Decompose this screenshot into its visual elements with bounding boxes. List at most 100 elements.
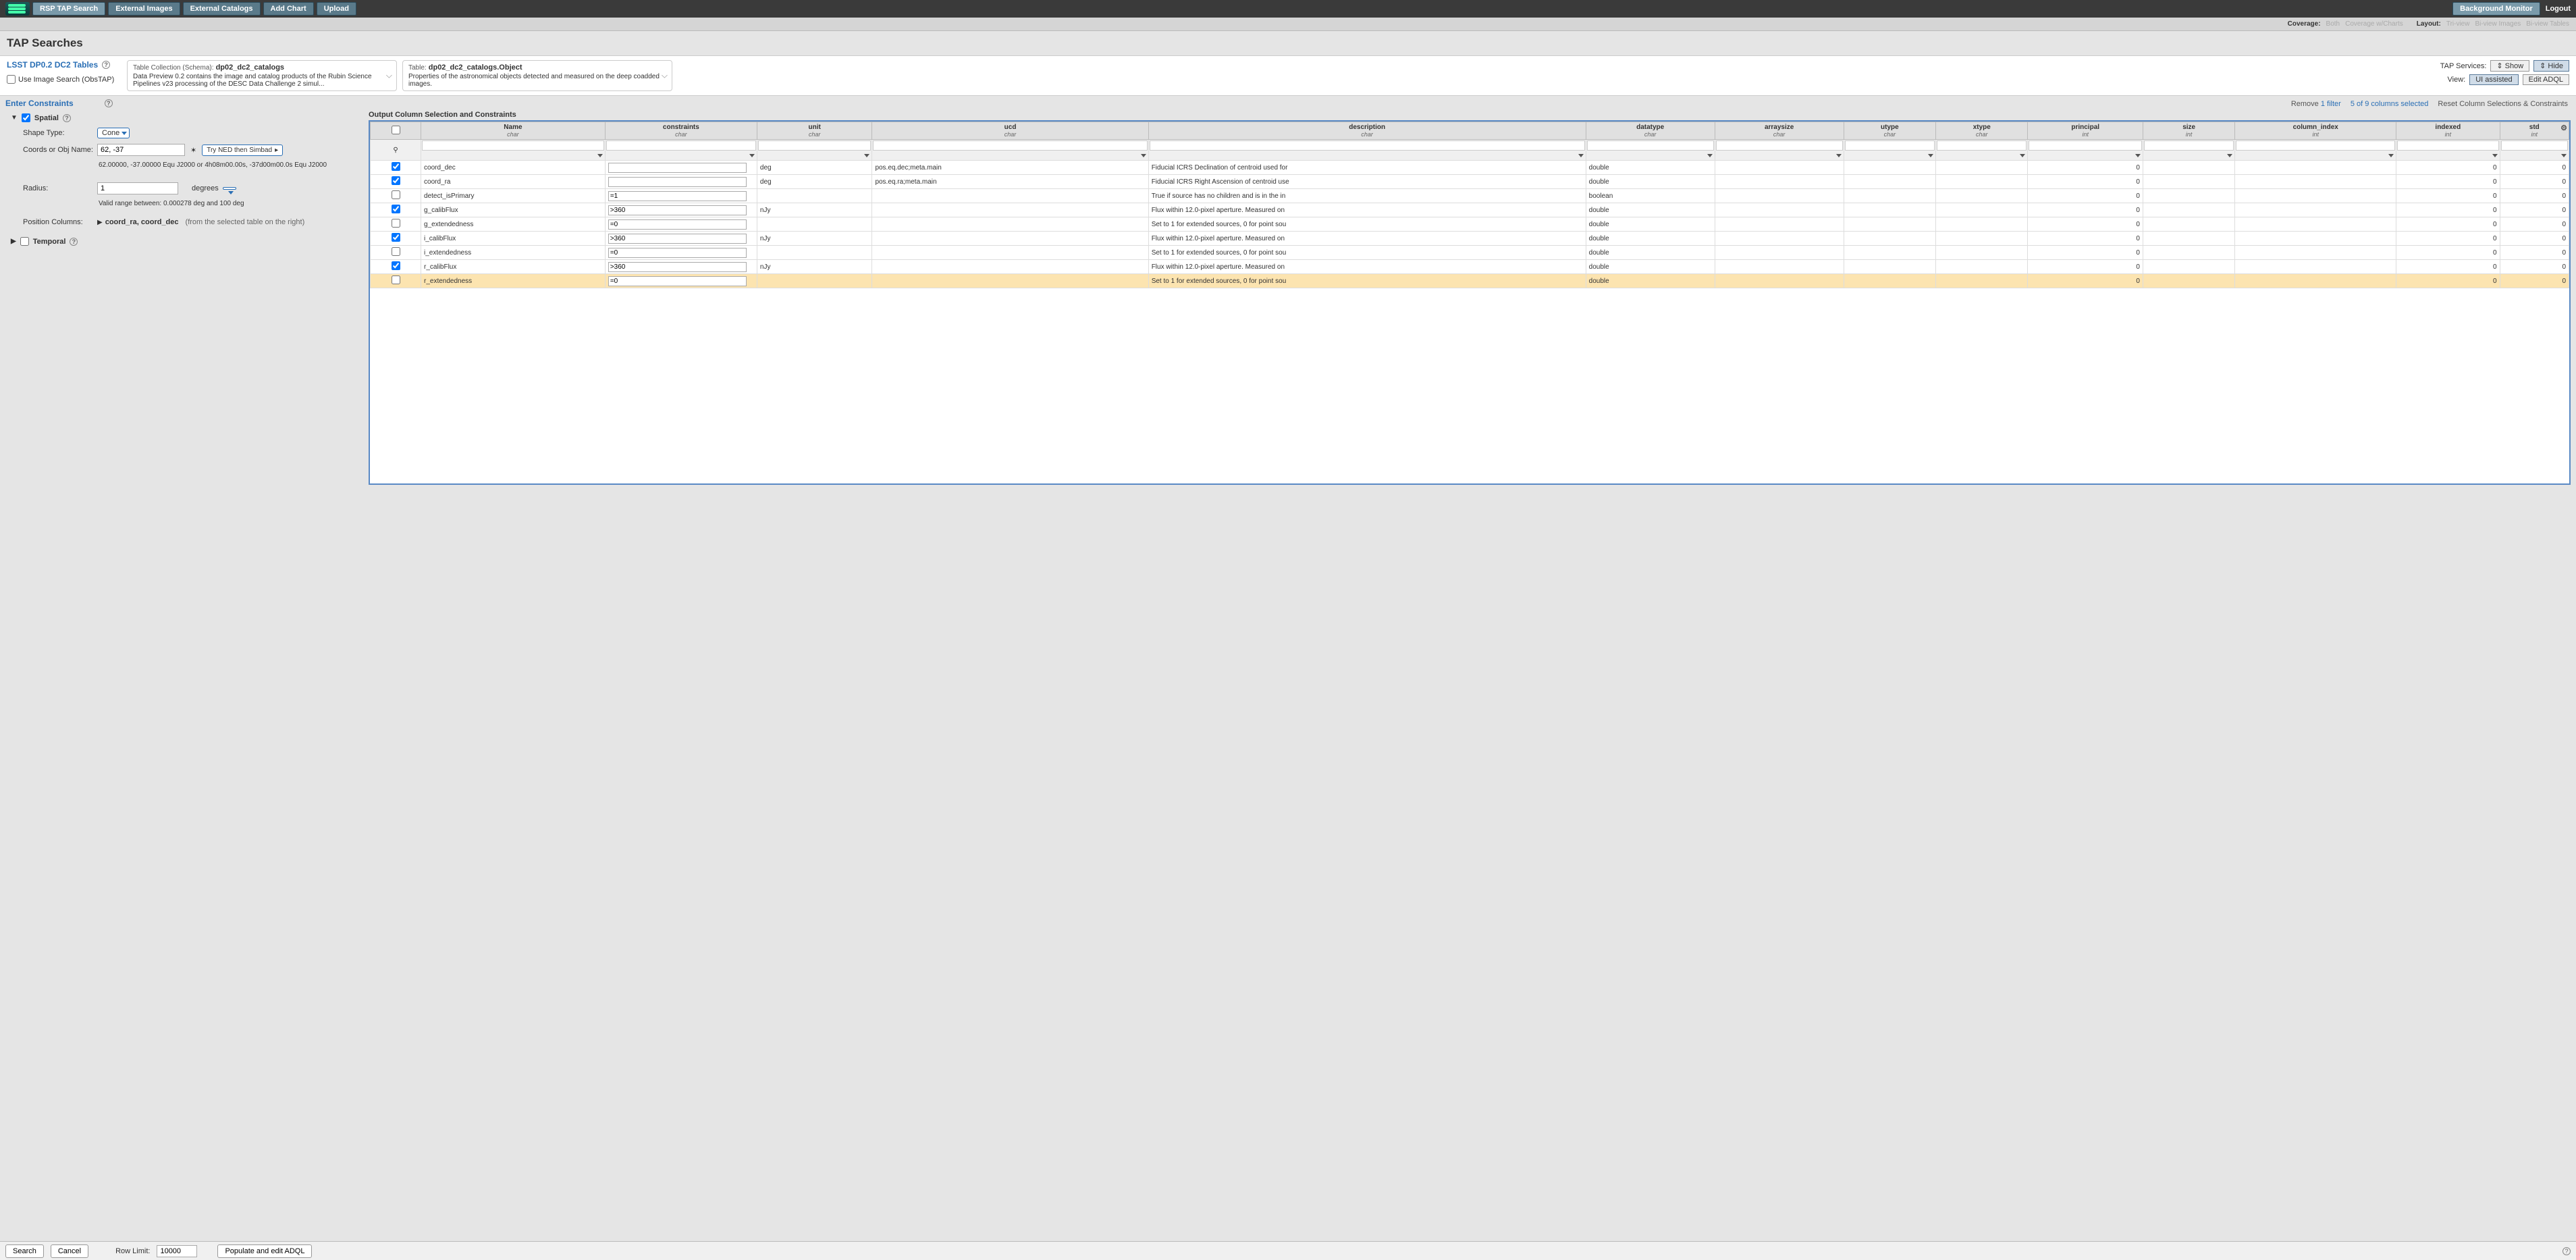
filter-input-unit[interactable] [758,140,871,151]
table-row[interactable]: coord_dec deg pos.eq.dec;meta.main Fiduc… [371,161,2569,175]
table-row[interactable]: g_extendedness Set to 1 for extended sou… [371,217,2569,232]
table-row[interactable]: g_calibFlux nJy Flux within 12.0-pixel a… [371,203,2569,217]
col-header-datatype[interactable]: datatypechar [1586,122,1715,140]
help-icon[interactable]: ? [102,61,110,69]
ui-assisted-button[interactable]: UI assisted [2469,74,2518,85]
col-header-column_index[interactable]: column_indexint [2235,122,2396,140]
col-header-constraints[interactable]: constraintschar [605,122,757,140]
filter-input-ucd[interactable] [873,140,1147,151]
cancel-button[interactable]: Cancel [51,1244,88,1258]
constraint-input[interactable] [608,234,747,244]
row-checkbox[interactable] [392,247,400,256]
row-checkbox[interactable] [392,233,400,242]
col-header-ucd[interactable]: ucdchar [872,122,1148,140]
col-header-principal[interactable]: principalint [2028,122,2143,140]
layout-opt-tri[interactable]: Tri-view [2446,20,2470,28]
filter-input-std[interactable] [2501,140,2568,151]
constraint-input[interactable] [608,262,747,272]
constraint-input[interactable] [608,248,747,258]
search-button[interactable]: Search [5,1244,44,1258]
spatial-checkbox[interactable] [22,113,30,122]
background-monitor-button[interactable]: Background Monitor [2452,2,2540,16]
filter-input-datatype[interactable] [1587,140,1714,151]
expand-icon[interactable]: ▶ [97,219,103,226]
table-row[interactable]: r_extendedness Set to 1 for extended sou… [371,274,2569,288]
filter-input-size[interactable] [2144,140,2234,151]
filter-input-constraints[interactable] [606,140,756,151]
col-header-std[interactable]: stdint⚙ [2500,122,2569,140]
col-header-indexed[interactable]: indexedint [2396,122,2500,140]
show-button[interactable]: ⇕ Show [2490,60,2529,72]
schema-collection-select[interactable]: Table Collection (Schema): dp02_dc2_cata… [127,60,397,91]
col-header-utype[interactable]: utypechar [1844,122,1935,140]
layout-opt-bi-tbl[interactable]: Bi-view Tables [2526,20,2569,28]
table-row[interactable]: i_calibFlux nJy Flux within 12.0-pixel a… [371,232,2569,246]
table-row[interactable]: r_calibFlux nJy Flux within 12.0-pixel a… [371,260,2569,274]
table-row[interactable]: coord_ra deg pos.eq.ra;meta.main Fiducia… [371,175,2569,189]
select-all-checkbox[interactable] [392,126,400,134]
col-header-description[interactable]: descriptionchar [1148,122,1586,140]
target-icon[interactable]: ✶ [190,146,196,155]
filter-input-utype[interactable] [1845,140,1935,151]
constraint-input[interactable] [608,219,747,230]
edit-adql-button[interactable]: Edit ADQL [2523,74,2569,85]
coverage-opt-charts[interactable]: Coverage w/Charts [2345,20,2403,28]
table-row[interactable]: i_extendedness Set to 1 for extended sou… [371,246,2569,260]
nav-external-catalogs[interactable]: External Catalogs [183,2,261,16]
filter-input-description[interactable] [1150,140,1585,151]
constraint-input[interactable] [608,276,747,286]
table-row[interactable]: detect_isPrimary True if source has no c… [371,189,2569,203]
ned-simbad-button[interactable]: Try NED then Simbad ▸ [202,145,283,156]
constraint-input[interactable] [608,191,747,201]
reset-cols-link[interactable]: Reset Column Selections & Constraints [2438,100,2568,108]
nav-upload[interactable]: Upload [317,2,356,16]
constraint-input[interactable] [608,205,747,215]
col-header-Name[interactable]: Namechar [421,122,606,140]
filter-input-xtype[interactable] [1937,140,2027,151]
row-checkbox[interactable] [392,162,400,171]
col-header-xtype[interactable]: xtypechar [1936,122,2028,140]
shape-type-select[interactable]: Cone [97,128,130,138]
help-icon[interactable]: ? [105,99,113,107]
temporal-checkbox[interactable] [20,237,29,246]
nav-tap-search[interactable]: RSP TAP Search [32,2,105,16]
obstap-checkbox[interactable] [7,75,16,84]
constraint-input[interactable] [608,177,747,187]
col-header-arraysize[interactable]: arraysizechar [1715,122,1844,140]
logout-link[interactable]: Logout [2546,5,2571,13]
row-checkbox[interactable] [392,190,400,199]
filter-input-principal[interactable] [2029,140,2142,151]
filter-input-indexed[interactable] [2397,140,2498,151]
coverage-opt-both[interactable]: Both [2326,20,2340,28]
row-checkbox[interactable] [392,261,400,270]
collapse-icon[interactable]: ▼ [11,114,18,122]
filter-input-arraysize[interactable] [1716,140,1843,151]
layout-opt-bi-img[interactable]: Bi-view Images [2475,20,2521,28]
cols-selected-link[interactable]: 5 of 9 columns selected [2351,100,2429,108]
obstap-checkbox-label[interactable]: Use Image Search (ObsTAP) [7,75,114,84]
help-icon[interactable]: ? [2562,1247,2571,1255]
populate-adql-button[interactable]: Populate and edit ADQL [217,1244,312,1258]
hide-button[interactable]: ⇕ Hide [2533,60,2569,72]
gear-icon[interactable]: ⚙ [2560,124,2567,132]
row-checkbox[interactable] [392,275,400,284]
row-checkbox[interactable] [392,219,400,228]
filter-input-column_index[interactable] [2236,140,2395,151]
remove-filter-link[interactable]: 1 filter [2321,100,2341,108]
row-checkbox[interactable] [392,176,400,185]
coords-input[interactable] [97,144,185,156]
col-header-size[interactable]: sizeint [2143,122,2234,140]
row-limit-input[interactable] [157,1245,197,1257]
help-icon[interactable]: ? [70,238,78,246]
help-icon[interactable]: ? [63,114,71,122]
filter-input-Name[interactable] [422,140,604,151]
col-header-unit[interactable]: unitchar [757,122,872,140]
nav-external-images[interactable]: External Images [108,2,180,16]
radius-unit-select[interactable] [223,187,236,190]
expand-icon[interactable]: ▶ [11,238,16,245]
filter-icon-cell[interactable]: ⚲ [371,140,421,161]
nav-add-chart[interactable]: Add Chart [263,2,314,16]
radius-input[interactable] [97,182,178,194]
constraint-input[interactable] [608,163,747,173]
schema-table-select[interactable]: Table: dp02_dc2_catalogs.Object Properti… [402,60,672,91]
